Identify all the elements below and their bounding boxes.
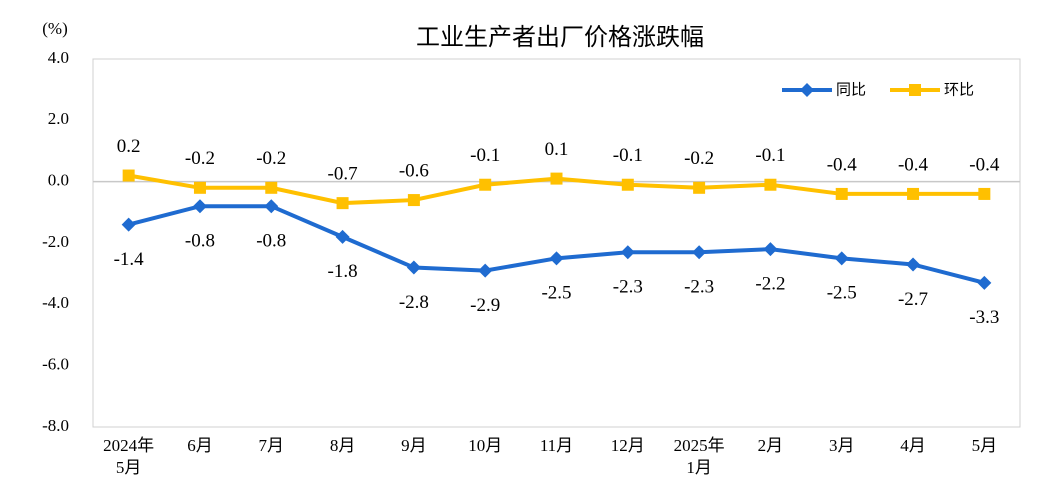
x-tick-label: 12月: [611, 436, 645, 455]
marker: [978, 187, 991, 200]
marker: [265, 181, 278, 194]
legend-label: 同比: [836, 81, 866, 99]
data-label: -2.2: [755, 273, 785, 294]
marker: [335, 229, 350, 244]
data-label: -0.7: [328, 163, 358, 184]
data-label: -0.2: [185, 148, 215, 169]
marker: [763, 242, 778, 257]
y-tick-label: 0.0: [48, 171, 69, 190]
x-tick-label: 10月: [468, 436, 502, 455]
marker: [406, 260, 421, 275]
y-tick-label: -2.0: [42, 232, 69, 251]
marker: [193, 181, 206, 194]
x-tick-label: 2024年 5月: [103, 436, 154, 477]
chart-title: 工业生产者出厂价格涨跌幅: [416, 23, 704, 51]
marker: [977, 275, 992, 290]
data-label: -0.4: [969, 154, 1000, 175]
x-tick-label: 8月: [330, 436, 356, 455]
data-label: -0.4: [827, 154, 858, 175]
y-tick-label: -8.0: [42, 416, 69, 435]
marker: [909, 84, 921, 96]
marker: [549, 251, 564, 266]
x-tick-label: 9月: [401, 436, 427, 455]
x-tick-label: 5月: [972, 436, 998, 455]
x-tick-label: 2月: [758, 436, 784, 455]
marker: [264, 199, 279, 214]
data-label: -0.8: [256, 231, 286, 252]
marker: [122, 169, 135, 182]
marker: [121, 217, 136, 232]
data-label: -0.2: [256, 148, 286, 169]
marker: [907, 187, 920, 200]
legend-label: 环比: [944, 81, 974, 99]
marker: [764, 178, 777, 191]
data-label: -0.1: [470, 145, 500, 166]
x-tick-label: 7月: [259, 436, 285, 455]
y-tick-label: -6.0: [42, 355, 69, 374]
marker: [336, 197, 349, 210]
data-label: -2.5: [827, 283, 857, 304]
marker: [620, 245, 635, 260]
y-tick-label: 2.0: [48, 109, 69, 128]
plot-frame: [92, 58, 1021, 428]
marker: [192, 199, 207, 214]
marker: [834, 251, 849, 266]
data-label: -0.2: [684, 148, 714, 169]
data-label: -0.8: [185, 231, 215, 252]
marker: [621, 178, 634, 191]
marker: [478, 263, 493, 278]
marker: [692, 245, 707, 260]
data-label: 0.1: [545, 139, 569, 160]
data-label: -0.1: [613, 145, 643, 166]
marker: [835, 187, 848, 200]
data-label: -1.4: [114, 249, 145, 270]
data-label: -0.1: [755, 145, 785, 166]
data-label: -3.3: [969, 307, 999, 328]
x-tick-label: 3月: [829, 436, 855, 455]
x-tick-label: 4月: [900, 436, 926, 455]
x-tick-label: 2025年 1月: [674, 436, 725, 477]
y-tick-label: 4.0: [48, 48, 69, 67]
marker: [407, 194, 420, 207]
data-label: -0.4: [898, 154, 929, 175]
data-label: -0.6: [399, 160, 429, 181]
marker: [800, 83, 814, 97]
data-label: -2.7: [898, 289, 928, 310]
data-label: -2.3: [684, 277, 714, 298]
y-axis-label: (%): [42, 19, 67, 38]
y-tick-label: -4.0: [42, 293, 69, 312]
marker: [693, 181, 706, 194]
data-label: 0.2: [117, 136, 141, 157]
data-label: -2.8: [399, 292, 429, 313]
data-label: -2.3: [613, 277, 643, 298]
marker: [479, 178, 492, 191]
data-label: -1.8: [328, 261, 358, 282]
x-tick-label: 6月: [187, 436, 213, 455]
data-label: -2.9: [470, 295, 500, 316]
marker: [906, 257, 921, 272]
marker: [550, 172, 563, 185]
data-label: -2.5: [541, 283, 571, 304]
x-tick-label: 11月: [540, 436, 573, 455]
